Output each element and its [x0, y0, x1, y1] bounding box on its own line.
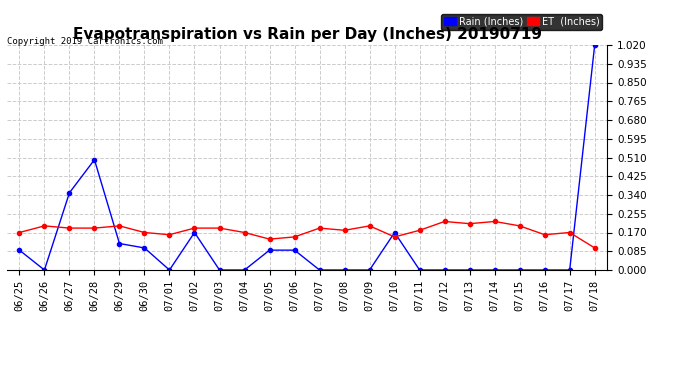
Legend: Rain (Inches), ET  (Inches): Rain (Inches), ET (Inches) — [442, 14, 602, 30]
Text: Copyright 2019 Cartronics.com: Copyright 2019 Cartronics.com — [7, 38, 163, 46]
Title: Evapotranspiration vs Rain per Day (Inches) 20190719: Evapotranspiration vs Rain per Day (Inch… — [72, 27, 542, 42]
